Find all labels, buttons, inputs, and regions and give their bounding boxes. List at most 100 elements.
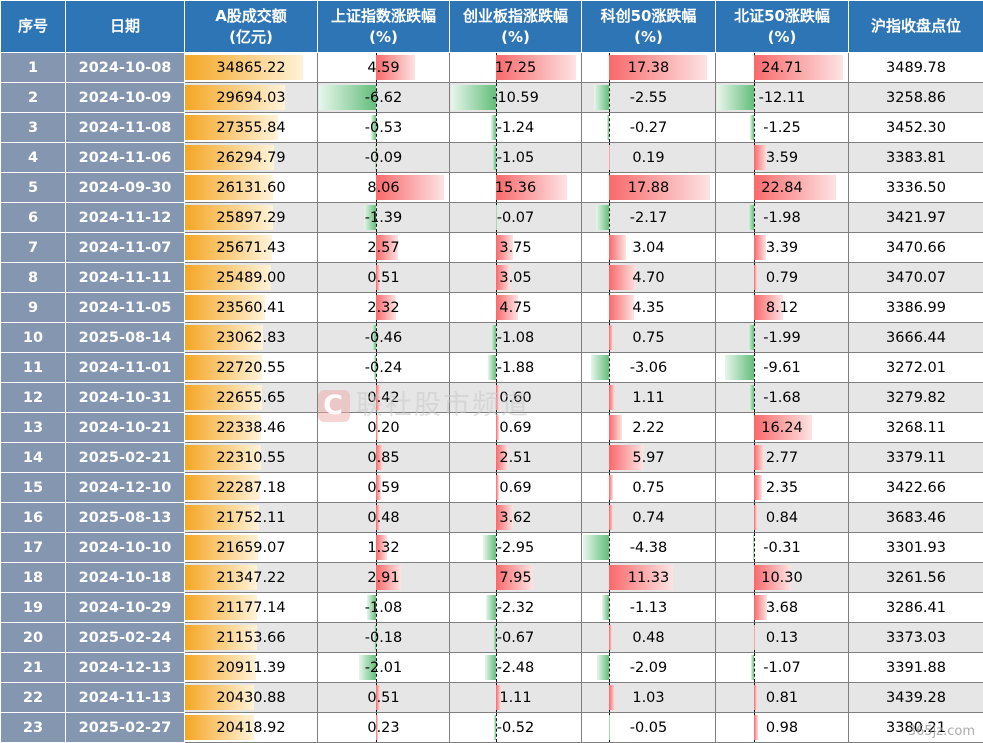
cell-sse-close: 3489.78 xyxy=(848,52,983,83)
cell-date: 2024-10-21 xyxy=(65,412,185,443)
header-text: 沪指收盘点位 xyxy=(870,17,961,35)
cell-value: 17.88 xyxy=(627,179,670,196)
cell-bse50-change: 3.68 xyxy=(715,592,849,623)
cell-turnover: 25671.43 xyxy=(184,232,318,263)
negative-change-bar xyxy=(485,655,496,680)
cell-value: 17.25 xyxy=(494,59,537,76)
cell-chinext-change: -1.88 xyxy=(449,352,582,383)
cell-value: 22720.55 xyxy=(216,359,286,376)
cell-bse50-change: -1.07 xyxy=(715,652,849,683)
cell-bse50-change: -1.98 xyxy=(715,202,849,233)
cell-bse50-change: 0.79 xyxy=(715,262,849,293)
cell-turnover: 22720.55 xyxy=(184,352,318,383)
zero-axis-line xyxy=(496,353,497,382)
turnover-bar xyxy=(185,115,278,140)
cell-index: 16 xyxy=(0,502,66,533)
cell-chinext-change: -0.52 xyxy=(449,712,582,743)
cell-star50-change: 2.22 xyxy=(581,412,716,443)
cell-sse-close: 3421.97 xyxy=(848,202,983,233)
positive-change-bar xyxy=(376,55,415,80)
cell-turnover: 25489.00 xyxy=(184,262,318,293)
cell-value: 2024-11-07 xyxy=(78,239,172,256)
zero-axis-line xyxy=(496,113,497,142)
positive-change-bar xyxy=(496,565,533,590)
negative-change-bar xyxy=(371,115,376,140)
cell-value: 3379.11 xyxy=(886,449,946,466)
cell-value: 22287.18 xyxy=(216,479,286,496)
cell-value: 3489.78 xyxy=(886,59,946,76)
cell-turnover: 23560.41 xyxy=(184,292,318,323)
cell-value: 0.81 xyxy=(765,689,799,706)
cell-turnover: 22287.18 xyxy=(184,472,318,503)
negative-change-bar xyxy=(591,355,609,380)
cell-date: 2024-10-29 xyxy=(65,592,185,623)
cell-bse50-change: 24.71 xyxy=(715,52,849,83)
negative-change-bar xyxy=(725,355,754,380)
table-row: 19 2024-10-29 21177.14 -1.08 -2.32 -1.13 3.68 3… xyxy=(0,592,983,623)
table-row: 23 2025-02-27 20418.92 0.23 -0.52 -0.05 0.98 33… xyxy=(0,712,983,743)
cell-sse-close: 3258.86 xyxy=(848,82,983,113)
cell-date: 2024-11-05 xyxy=(65,292,185,323)
cell-value: 4.35 xyxy=(632,299,665,316)
cell-value: 2.22 xyxy=(632,419,665,436)
cell-date: 2024-11-11 xyxy=(65,262,185,293)
table-row: 20 2025-02-24 21153.66 -0.18 -0.67 0.48 0.13 33… xyxy=(0,622,983,653)
cell-sse-change: 0.48 xyxy=(317,502,450,533)
cell-value: 3421.97 xyxy=(886,209,946,226)
negative-change-bar xyxy=(375,145,376,170)
cell-index: 20 xyxy=(0,622,66,653)
cell-turnover: 27355.84 xyxy=(184,112,318,143)
header-text: (%) xyxy=(501,27,530,46)
negative-change-bar xyxy=(374,625,376,650)
cell-value: 24.71 xyxy=(761,59,803,76)
cell-value: 2024-11-01 xyxy=(78,359,172,376)
cell-turnover: 21659.07 xyxy=(184,532,318,563)
cell-value: -0.24 xyxy=(364,359,403,376)
cell-bse50-change: 22.84 xyxy=(715,172,849,203)
cell-turnover: 21153.66 xyxy=(184,622,318,653)
cell-bse50-change: 0.98 xyxy=(715,712,849,743)
cell-turnover: 22338.46 xyxy=(184,412,318,443)
cell-chinext-change: 4.75 xyxy=(449,292,582,323)
cell-date: 2024-11-01 xyxy=(65,352,185,383)
cell-sse-change: -0.09 xyxy=(317,142,450,173)
cell-date: 2024-12-13 xyxy=(65,652,185,683)
cell-value: 2 xyxy=(27,89,39,106)
cell-value: -1.07 xyxy=(763,659,801,676)
positive-change-bar xyxy=(754,625,755,650)
cell-sse-change: 0.85 xyxy=(317,442,450,473)
cell-date: 2024-10-10 xyxy=(65,532,185,563)
cell-value: -2.17 xyxy=(629,209,668,226)
cell-date: 2024-11-08 xyxy=(65,112,185,143)
cell-sse-change: -6.62 xyxy=(317,82,450,113)
positive-change-bar xyxy=(376,295,396,320)
cell-value: 5 xyxy=(27,179,39,196)
cell-chinext-change: 15.36 xyxy=(449,172,582,203)
cell-bse50-change: 0.13 xyxy=(715,622,849,653)
cell-value: 15.36 xyxy=(494,179,537,196)
table-row: 14 2025-02-21 22310.55 0.85 2.51 5.97 2.77 3379… xyxy=(0,442,983,473)
cell-bse50-change: 3.59 xyxy=(715,142,849,173)
cell-value: 3.75 xyxy=(499,239,532,256)
zero-axis-line xyxy=(609,353,610,382)
zero-axis-line xyxy=(376,113,377,142)
cell-value: 3301.93 xyxy=(886,539,946,556)
header-star50-change: 科创50涨跌幅 (%) xyxy=(581,0,716,53)
cell-date: 2025-02-24 xyxy=(65,622,185,653)
cell-value: 0.51 xyxy=(367,269,400,286)
negative-change-bar xyxy=(496,205,497,230)
positive-change-bar xyxy=(376,385,380,410)
cell-sse-change: -0.53 xyxy=(317,112,450,143)
cell-value: 4.70 xyxy=(632,269,665,286)
cell-value: 3683.46 xyxy=(886,509,946,526)
cell-chinext-change: 2.51 xyxy=(449,442,582,473)
cell-value: 1 xyxy=(27,59,39,76)
turnover-bar xyxy=(185,205,273,230)
cell-value: 3422.66 xyxy=(886,479,946,496)
cell-sse-close: 3386.99 xyxy=(848,292,983,323)
zero-axis-line xyxy=(496,653,497,682)
turnover-bar xyxy=(185,355,262,380)
cell-value: 29694.03 xyxy=(216,89,286,106)
cell-value: 0.13 xyxy=(765,629,799,646)
positive-change-bar xyxy=(496,445,508,470)
